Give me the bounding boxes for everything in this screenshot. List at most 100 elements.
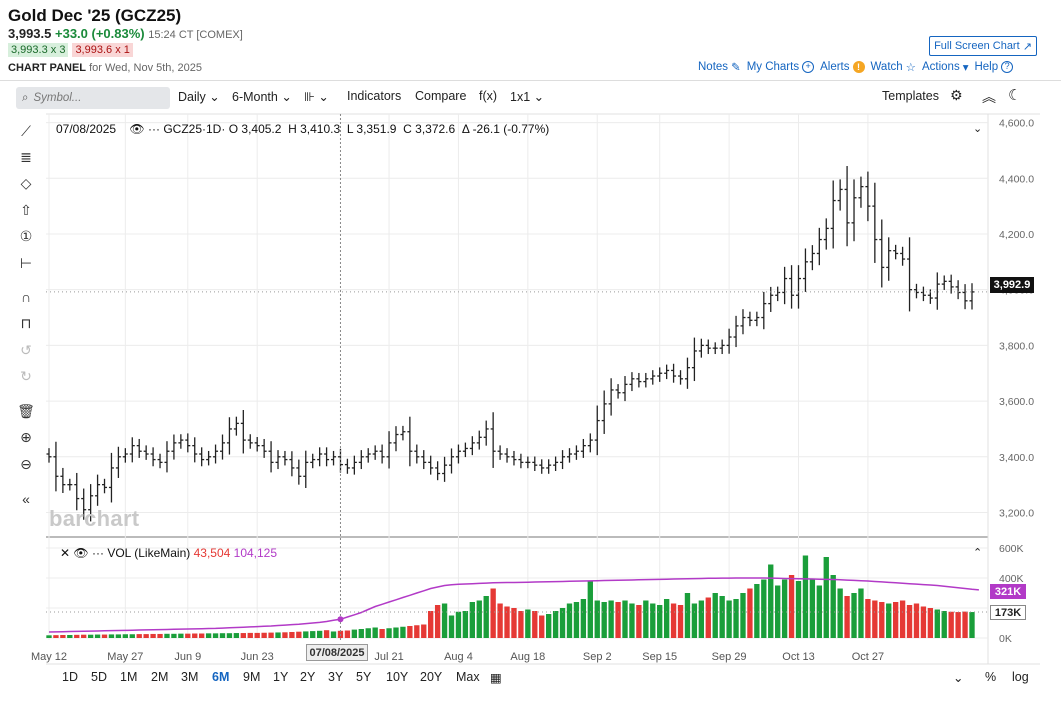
actions-menu[interactable]: Actions ▾ bbox=[922, 60, 969, 74]
fx-button[interactable]: f(x) bbox=[479, 89, 498, 103]
period-10y[interactable]: 10Y bbox=[386, 670, 409, 684]
volume-bar bbox=[650, 603, 656, 638]
volume-bar bbox=[462, 611, 469, 638]
range-label: 6-Month bbox=[232, 90, 278, 104]
annotation-tool-icon[interactable]: ① bbox=[19, 228, 33, 244]
ohlc-bar bbox=[782, 266, 788, 305]
templates-button[interactable]: Templates bbox=[882, 89, 939, 103]
volume-collapse-icon[interactable]: ⌃ bbox=[973, 547, 983, 559]
period-more-icon[interactable]: ⌄ bbox=[953, 671, 964, 685]
time-tick-label: Jun 23 bbox=[241, 651, 274, 663]
collapse-icon[interactable]: ︽ bbox=[982, 89, 996, 105]
arrow-up-tool-icon[interactable]: ⇧ bbox=[20, 202, 32, 218]
volume-bar bbox=[559, 608, 566, 638]
volume-bar bbox=[393, 627, 399, 638]
ohlc-bar bbox=[733, 315, 739, 348]
quote-line: 3,993.5 +33.0 (+0.83%) 15:24 CT [COMEX] bbox=[8, 26, 243, 41]
crosshair-dot bbox=[337, 616, 344, 623]
eye-icon[interactable]: 👁 bbox=[73, 546, 89, 560]
full-screen-chart-button[interactable]: Full Screen Chart ↗ bbox=[929, 36, 1037, 56]
ohlc-bar bbox=[615, 384, 621, 399]
calendar-icon[interactable]: ▦ bbox=[490, 671, 502, 685]
time-tick-label: May 12 bbox=[31, 651, 67, 663]
trendline-tool-icon[interactable]: ⟋ bbox=[21, 123, 31, 139]
volume-bar bbox=[525, 609, 531, 638]
volume-bar bbox=[781, 579, 788, 638]
volume-bar bbox=[46, 635, 52, 638]
ohlc-bar bbox=[469, 436, 475, 456]
period-6m[interactable]: 6M bbox=[212, 670, 230, 684]
interval-dropdown[interactable]: Daily ⌄ bbox=[178, 89, 220, 104]
measure-tool-icon[interactable]: ⊢ bbox=[19, 255, 33, 271]
ohlc-bar bbox=[962, 284, 968, 310]
zoom-in-icon[interactable]: ⊕ bbox=[20, 429, 32, 445]
volume-bar bbox=[518, 611, 524, 638]
my-charts-link[interactable]: My Charts + bbox=[747, 61, 815, 73]
period-3m[interactable]: 3M bbox=[181, 670, 199, 684]
eye-icon[interactable]: 👁 bbox=[129, 122, 145, 136]
indicators-button[interactable]: Indicators bbox=[347, 89, 402, 103]
interval-label: Daily bbox=[178, 90, 206, 104]
dark-mode-icon[interactable]: ☾ bbox=[1008, 87, 1022, 104]
layout-dropdown[interactable]: 1x1 ⌄ bbox=[510, 89, 544, 104]
period-1m[interactable]: 1M bbox=[120, 670, 138, 684]
period-1d[interactable]: 1D bbox=[62, 670, 78, 684]
alerts-link[interactable]: Alerts! bbox=[820, 61, 865, 73]
volume-bar bbox=[199, 633, 205, 638]
period-max[interactable]: Max bbox=[456, 670, 480, 684]
period-5d[interactable]: 5D bbox=[91, 670, 107, 684]
ohlc-bar bbox=[941, 275, 947, 290]
period-1y[interactable]: 1Y bbox=[273, 670, 289, 684]
more-icon[interactable]: ··· bbox=[91, 546, 104, 560]
volume-bar bbox=[171, 633, 177, 638]
fib-tool-icon[interactable]: ≣ bbox=[20, 149, 32, 165]
shape-tool-icon[interactable]: ◇ bbox=[20, 175, 32, 191]
volume-bar bbox=[358, 629, 364, 638]
ohlc-bar bbox=[351, 455, 357, 475]
ohlc-bar bbox=[53, 441, 59, 492]
percent-toggle[interactable]: % bbox=[985, 670, 997, 684]
ohlc-bar bbox=[421, 450, 427, 470]
legend-delta: Δ -26.1 (-0.77%) bbox=[461, 122, 550, 136]
period-9m[interactable]: 9M bbox=[243, 670, 261, 684]
volume-bar bbox=[892, 602, 899, 638]
period-5y[interactable]: 5Y bbox=[356, 670, 372, 684]
ohlc-bar bbox=[247, 434, 253, 449]
range-dropdown[interactable]: 6-Month ⌄ bbox=[232, 89, 292, 104]
magnet-icon[interactable]: ∩ bbox=[20, 289, 32, 305]
volume-bar bbox=[747, 588, 753, 638]
period-20y[interactable]: 20Y bbox=[420, 670, 443, 684]
ohlc-bar bbox=[844, 166, 850, 247]
watch-link[interactable]: Watch ☆ bbox=[871, 60, 916, 74]
help-link[interactable]: Help? bbox=[974, 61, 1014, 73]
volume-bar bbox=[497, 603, 503, 638]
volume-bar bbox=[601, 602, 607, 638]
legend-open-label: O bbox=[228, 122, 239, 136]
ohlc-bar bbox=[60, 467, 66, 494]
more-icon[interactable]: ··· bbox=[147, 122, 160, 136]
gear-icon[interactable]: ⚙ bbox=[950, 87, 963, 103]
notes-link[interactable]: Notes ✎ bbox=[698, 60, 741, 74]
period-2m[interactable]: 2M bbox=[151, 670, 169, 684]
trash-icon[interactable]: 🗑 bbox=[17, 403, 35, 419]
panel-label: CHART PANEL bbox=[8, 62, 87, 74]
volume-bar bbox=[934, 609, 940, 638]
ohlc-bar bbox=[539, 459, 545, 474]
ohlc-bar bbox=[157, 453, 163, 469]
close-icon[interactable]: ✕ bbox=[60, 546, 71, 560]
period-3y[interactable]: 3Y bbox=[328, 670, 344, 684]
compare-button[interactable]: Compare bbox=[415, 89, 467, 103]
period-2y[interactable]: 2Y bbox=[300, 670, 316, 684]
redo-icon[interactable]: ↻ bbox=[20, 368, 32, 384]
symbol-search[interactable]: ⌕ Symbol... bbox=[16, 87, 170, 109]
undo-icon[interactable]: ↺ bbox=[20, 342, 32, 358]
chart-type-dropdown[interactable]: ⊪ ⌄ bbox=[304, 89, 329, 104]
ohlc-bar bbox=[261, 438, 267, 458]
log-toggle[interactable]: log bbox=[1012, 670, 1029, 684]
collapse-rail-icon[interactable]: « bbox=[22, 491, 30, 507]
legend-collapse-icon[interactable]: ⌄ bbox=[973, 123, 983, 135]
ohlc-bar bbox=[789, 265, 795, 309]
unlock-icon[interactable]: ⊓ bbox=[20, 315, 32, 331]
zoom-out-icon[interactable]: ⊖ bbox=[20, 456, 32, 472]
